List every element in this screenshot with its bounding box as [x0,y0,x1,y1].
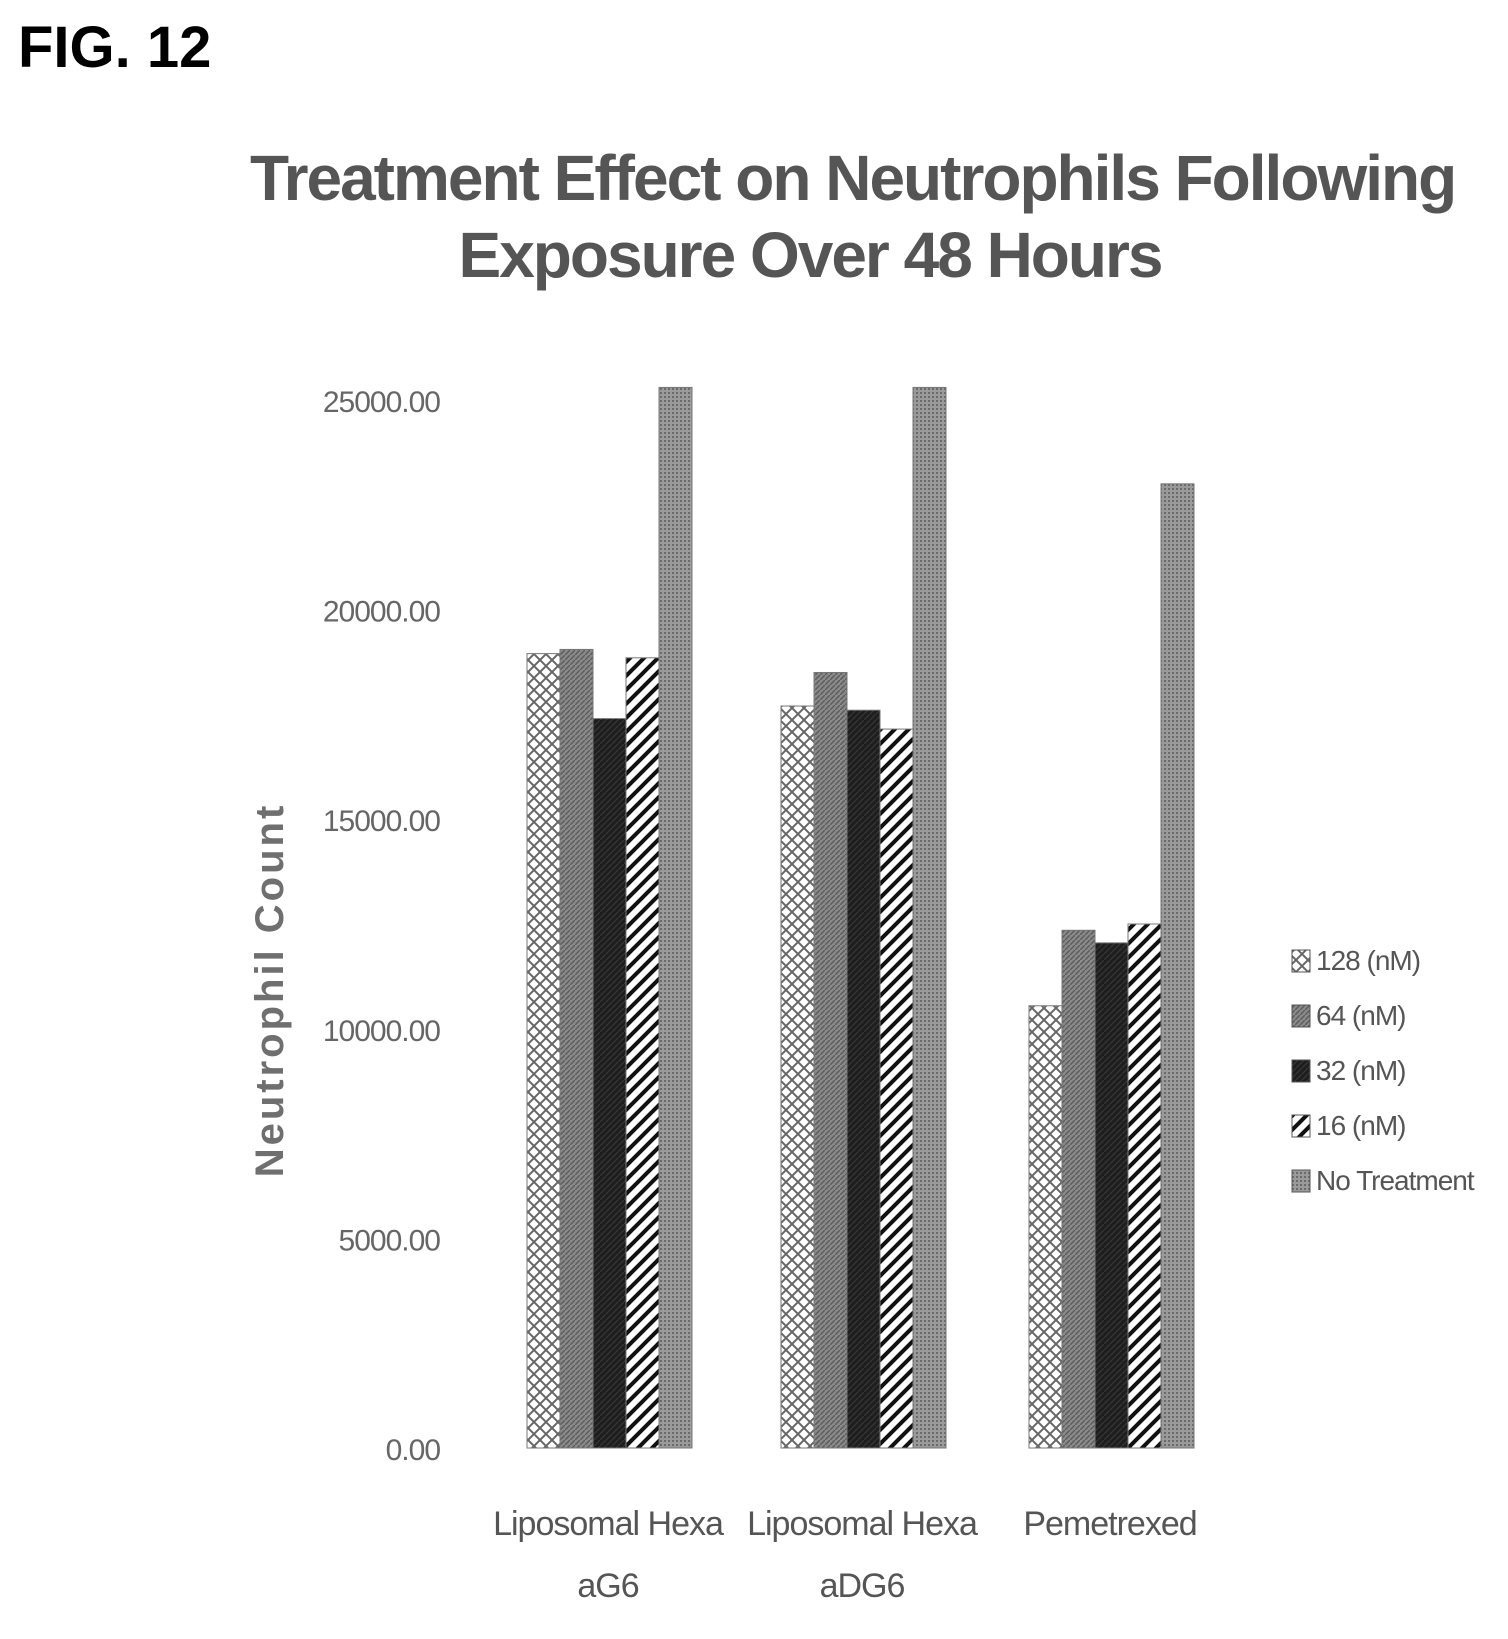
bar [1061,929,1096,1449]
y-tick-label: 5000.00 [339,1224,441,1257]
y-tick-label: 20000.00 [323,596,440,629]
y-axis-label: Neutrophil Count [248,803,292,1178]
bar [813,671,848,1449]
legend-label: No Treatment [1316,1165,1475,1196]
bar [846,709,881,1449]
y-tick-label: 0.00 [386,1434,441,1467]
y-tick-label: 10000.00 [323,1015,440,1048]
x-category-label: Liposomal Hexa [747,1505,978,1543]
bar [658,386,693,1449]
legend-swatch [1291,1004,1311,1028]
legend-swatch [1291,1169,1311,1193]
y-tick-label: 25000.00 [323,386,440,419]
bar [780,705,815,1449]
legend-swatch [1291,949,1311,973]
bar [1160,483,1195,1449]
x-category-label: aG6 [577,1567,638,1605]
chart-title-line-2: Exposure Over 48 Hours [458,218,1164,291]
x-category-label: aDG6 [820,1567,905,1605]
figure-label: FIG. 12 [18,15,212,80]
bar [526,653,561,1449]
bar [625,657,660,1449]
chart-title-line-1: Treatment Effect on Neutrophils Followin… [250,142,1457,214]
legend-label: 16 (nM) [1316,1110,1405,1141]
legend-swatch [1291,1114,1311,1138]
legend-swatch [1291,1059,1311,1083]
bar [1028,1005,1063,1449]
bar [879,728,914,1449]
y-tick-label: 15000.00 [323,805,440,838]
bar [1127,923,1162,1449]
bar [559,648,594,1449]
bar [592,718,627,1449]
legend-label: 128 (nM) [1316,945,1420,976]
legend-label: 32 (nM) [1316,1055,1405,1086]
bar [1094,942,1129,1449]
chart-title: Treatment Effect on Neutrophils Followin… [250,140,1457,294]
legend-label: 64 (nM) [1316,1000,1405,1031]
x-category-label: Pemetrexed [1023,1505,1196,1543]
x-category-label: Liposomal Hexa [493,1505,724,1543]
bar [912,386,947,1449]
